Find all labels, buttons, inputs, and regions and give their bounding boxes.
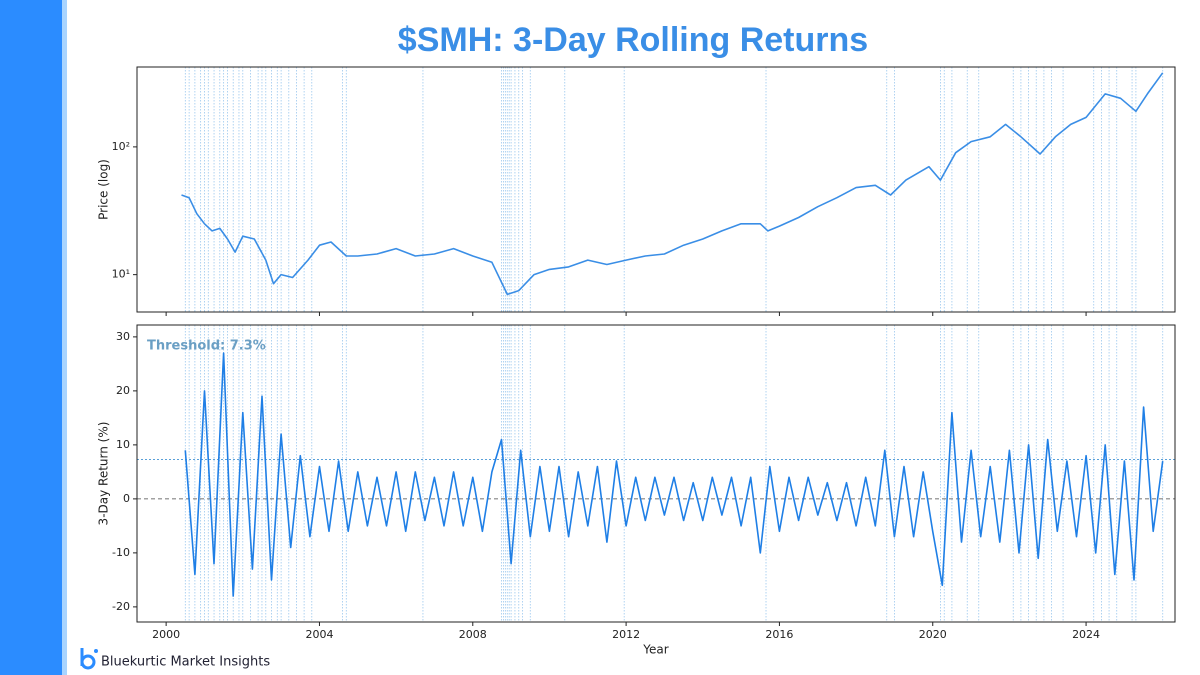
x-tick-label: 2012 bbox=[612, 628, 640, 641]
x-tick-label: 2000 bbox=[152, 628, 180, 641]
side-bar-edge bbox=[62, 0, 67, 675]
series-line bbox=[184, 352, 1164, 597]
x-tick-label: 2020 bbox=[919, 628, 947, 641]
x-axis-label: Year bbox=[642, 643, 668, 657]
y-axis-label: 3-Day Return (%) bbox=[97, 422, 111, 526]
side-bar bbox=[0, 0, 62, 675]
threshold-annotation: Threshold: 7.3% bbox=[147, 339, 266, 354]
y-tick-label: -10 bbox=[112, 546, 130, 559]
y-tick-label: 30 bbox=[116, 330, 130, 343]
y-tick-label: 10 bbox=[116, 438, 130, 451]
y-tick-label: 20 bbox=[116, 384, 130, 397]
x-tick-label: 2004 bbox=[305, 628, 333, 641]
y-tick-label: 10¹ bbox=[112, 268, 130, 281]
brand-logo bbox=[80, 648, 98, 670]
y-tick-label: 10² bbox=[112, 140, 130, 153]
plot-frame bbox=[136, 66, 1176, 313]
y-tick-label: -20 bbox=[112, 600, 130, 613]
x-tick-label: 2008 bbox=[459, 628, 487, 641]
chart-title: $SMH: 3-Day Rolling Returns bbox=[398, 21, 868, 59]
x-tick-label: 2024 bbox=[1072, 628, 1100, 641]
y-tick-label: 0 bbox=[123, 492, 130, 505]
plot-frame bbox=[136, 324, 1176, 623]
brand-name: Bluekurtic Market Insights bbox=[101, 655, 270, 670]
series-line bbox=[181, 72, 1164, 296]
x-tick-label: 2016 bbox=[765, 628, 793, 641]
y-axis-label: Price (log) bbox=[97, 159, 111, 220]
